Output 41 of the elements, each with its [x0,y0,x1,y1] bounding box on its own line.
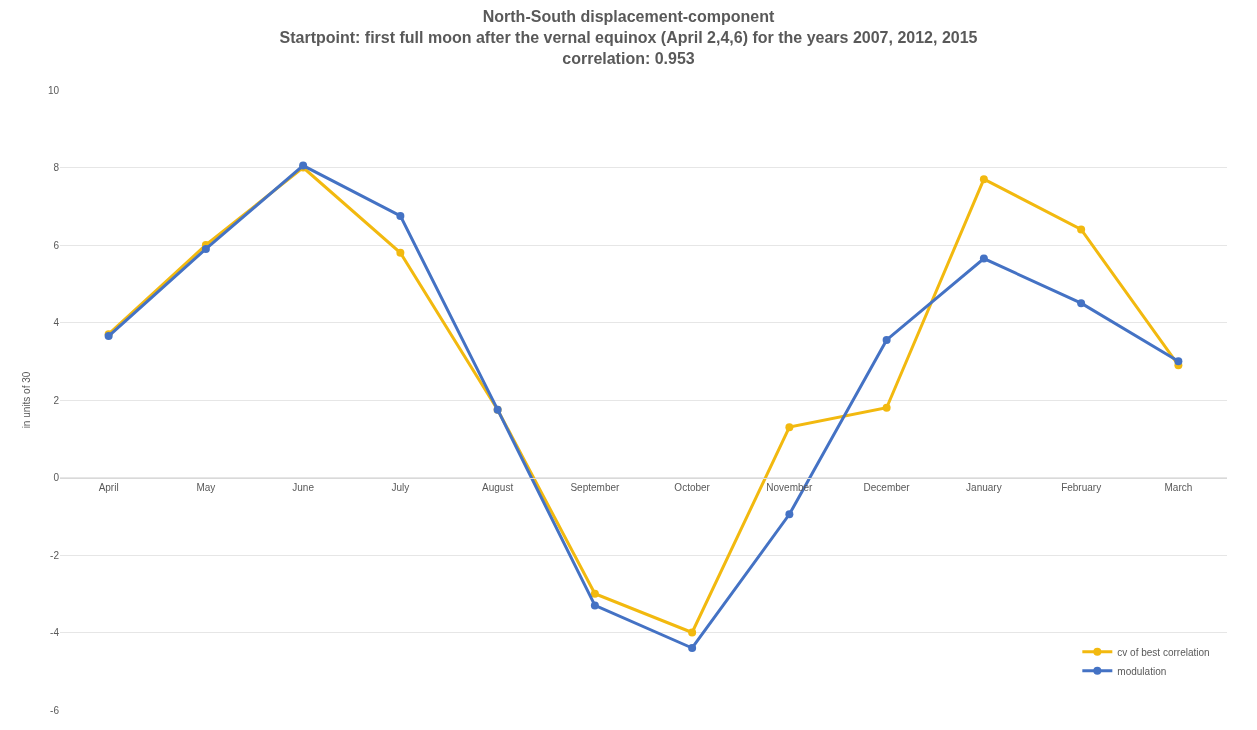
x-tick-label: August [482,481,514,493]
point [979,175,988,184]
point [1174,357,1183,366]
x-tick-label: June [292,481,315,493]
x-tick-label: February [1061,481,1102,493]
point [590,601,599,610]
y-tick-label: 4 [53,317,60,328]
point [882,403,891,412]
y-axis-title: in units of 30 [20,371,32,429]
x-tick-label: July [391,481,410,493]
chart-subtitle: Startpoint: first full moon after the vernal equinox (April 2,4,6) for the years 2007, 2012, 2015 correlation: 0.953 [279,28,978,67]
point [688,644,697,652]
point [590,589,599,598]
x-tick-label: May [196,481,216,493]
point [1077,299,1086,308]
point [688,628,697,637]
y-tick-label: 6 [53,239,60,251]
y-tick-label: -2 [50,549,60,561]
point [785,510,794,519]
y-tick-label: -4 [50,627,60,638]
point [396,248,405,257]
legend-label: modulation [1117,665,1167,677]
point [1077,225,1086,234]
y-tick-label: 10 [47,84,60,96]
point [201,244,210,253]
y-tick-label: 8 [53,162,60,173]
x-tick-label: December [863,481,911,493]
x-tick-label: January [966,481,1002,493]
point [979,254,988,263]
point [785,423,794,432]
x-tick-label: October [674,481,711,493]
x-tick-label: March [1164,481,1193,493]
x-tick-label: September [570,481,621,493]
y-tick-label: 0 [53,472,60,483]
y-tick-label: -6 [50,704,60,716]
point [882,335,891,344]
legend-label: cv of best correlation [1117,646,1210,658]
point [396,211,405,220]
chart-title: North-South displacement-component [482,7,775,25]
y-tick-label: 2 [53,394,60,406]
x-tick-label: April [98,481,119,493]
